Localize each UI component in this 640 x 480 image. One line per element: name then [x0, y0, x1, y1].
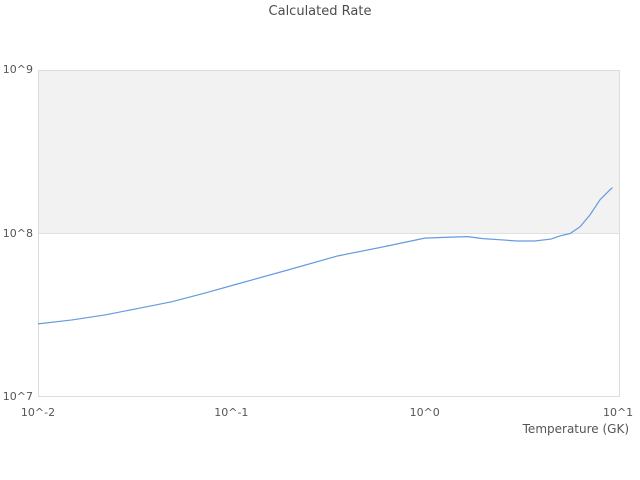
x-axis-label: Temperature (GK)	[522, 422, 629, 436]
plot-area	[38, 70, 620, 397]
y-tick-label: 10^9	[2, 63, 33, 76]
x-tick-label: 10^-2	[20, 406, 56, 419]
x-tick-label: 10^-1	[214, 406, 249, 419]
x-tick-label: 10^0	[409, 406, 440, 419]
plot-border	[38, 70, 620, 397]
decade-shaded-band	[38, 70, 620, 234]
chart-title: Calculated Rate	[268, 4, 372, 19]
y-tick-label: 10^7	[2, 390, 33, 403]
y-tick-label: 10^8	[2, 226, 33, 240]
rate-line	[38, 187, 613, 325]
x-tick-label: 10^1	[602, 406, 634, 419]
plot-canvas	[38, 70, 620, 397]
